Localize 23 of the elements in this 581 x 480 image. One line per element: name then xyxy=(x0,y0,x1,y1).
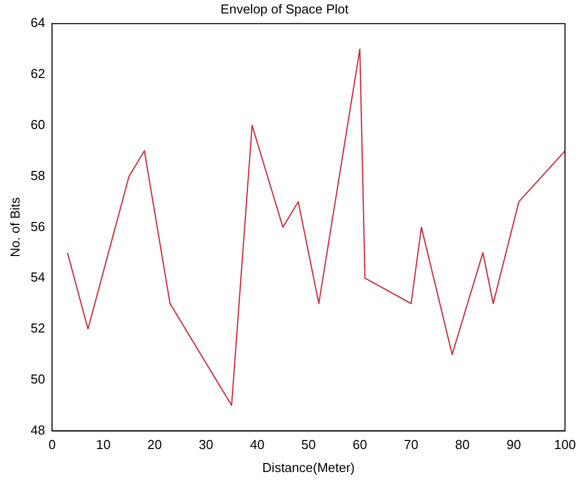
x-tick-label: 0 xyxy=(48,437,56,452)
y-tick-label: 48 xyxy=(30,422,46,438)
x-tick-label: 20 xyxy=(147,437,162,452)
x-tick-label: 60 xyxy=(352,437,368,452)
chart-title: Envelop of Space Plot xyxy=(220,1,349,16)
x-tick-label: 30 xyxy=(198,437,214,452)
x-tick-label: 10 xyxy=(96,437,111,452)
x-tick-label: 80 xyxy=(455,437,470,452)
y-tick-label: 52 xyxy=(30,320,46,336)
y-tick-label: 54 xyxy=(30,270,46,285)
y-tick-label: 58 xyxy=(30,168,46,183)
y-tick-label: 56 xyxy=(30,218,46,234)
y-axis-title: No. of Bits xyxy=(7,196,22,258)
x-axis-title: Distance(Meter) xyxy=(262,460,355,475)
x-tick-label: 90 xyxy=(506,437,521,452)
y-tick-label: 62 xyxy=(30,66,46,82)
y-tick-label: 64 xyxy=(30,15,46,30)
x-tick-label: 70 xyxy=(404,437,418,452)
x-tick-label: 50 xyxy=(301,437,316,452)
y-tick-label: 50 xyxy=(30,371,46,386)
x-tick-label: 40 xyxy=(250,437,264,452)
x-tick-label: 100 xyxy=(554,437,576,452)
y-tick-label: 60 xyxy=(30,116,46,132)
